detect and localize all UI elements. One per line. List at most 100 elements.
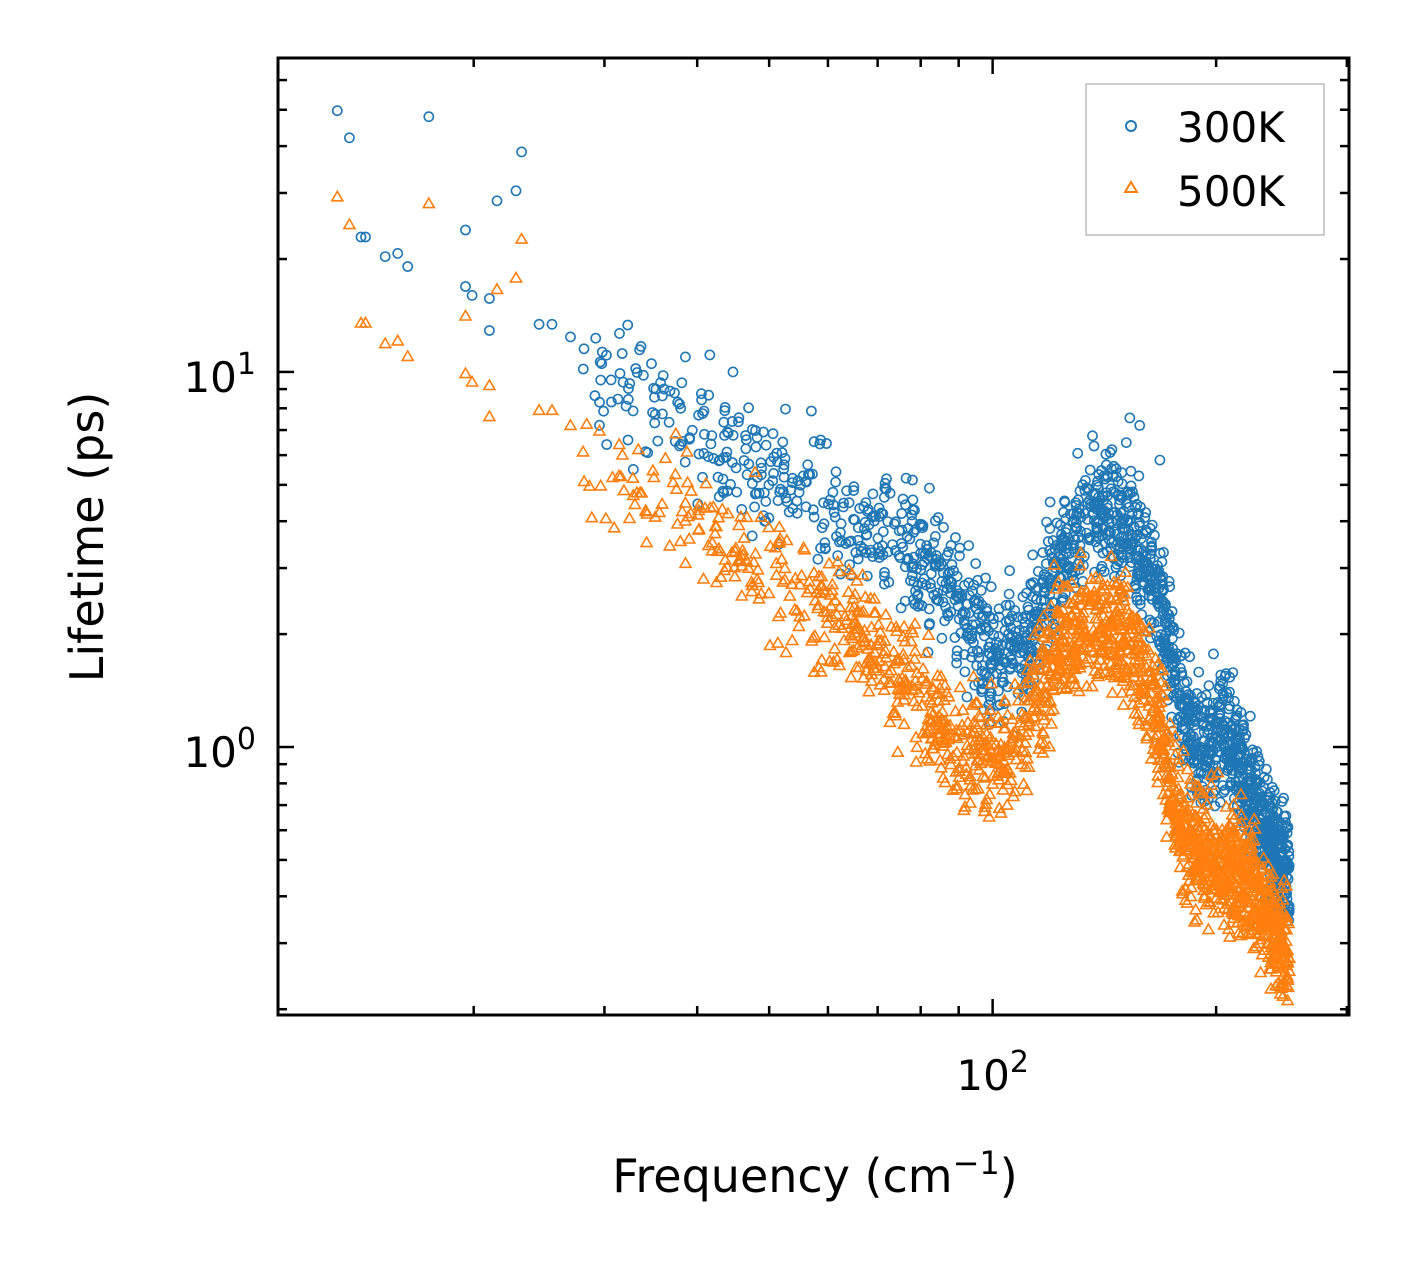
point-300k	[746, 530, 758, 542]
point-300k	[1253, 755, 1265, 767]
point-500k	[886, 644, 901, 657]
point-500k	[1280, 993, 1295, 1006]
point-300k	[887, 539, 898, 550]
point-300k	[977, 610, 989, 621]
point-500k	[1091, 611, 1106, 624]
point-500k	[930, 668, 945, 681]
point-300k	[756, 462, 767, 474]
point-300k	[749, 501, 760, 513]
point-500k	[514, 232, 529, 244]
point-500k	[1207, 860, 1222, 873]
point-300k	[1092, 481, 1104, 493]
point-500k	[774, 552, 789, 565]
point-300k	[355, 231, 367, 243]
point-500k	[662, 538, 677, 551]
point-500k	[867, 591, 882, 604]
point-300k	[971, 660, 983, 671]
point-500k	[1187, 808, 1202, 821]
point-500k	[949, 781, 964, 794]
point-500k	[967, 746, 982, 759]
point-500k	[673, 534, 688, 547]
point-300k	[1151, 630, 1162, 642]
point-300k	[634, 344, 645, 356]
point-500k	[1274, 923, 1288, 936]
point-300k	[1134, 419, 1146, 431]
point-500k	[1055, 672, 1070, 685]
point-500k	[615, 447, 630, 460]
point-500k	[1204, 882, 1219, 895]
point-500k	[696, 571, 711, 584]
point-300k	[1177, 700, 1189, 712]
point-500k	[1211, 765, 1225, 778]
point-500k	[1093, 621, 1108, 634]
point-300k	[1114, 498, 1125, 510]
point-300k	[630, 363, 642, 374]
point-500k	[745, 584, 759, 597]
point-500k	[1281, 916, 1296, 929]
point-300k	[1105, 483, 1117, 495]
point-300k	[1261, 823, 1273, 834]
point-500k	[1033, 654, 1047, 667]
point-500k	[1008, 677, 1022, 690]
point-500k	[1198, 807, 1213, 820]
point-500k	[807, 565, 821, 578]
point-300k	[1243, 755, 1255, 767]
point-500k	[1222, 818, 1237, 831]
point-300k	[1166, 622, 1178, 633]
point-500k	[1280, 978, 1294, 991]
point-500k	[986, 768, 1001, 781]
point-500k	[1151, 738, 1166, 751]
y-tick-label: 100	[183, 722, 256, 777]
point-500k	[956, 703, 970, 716]
point-500k	[1146, 659, 1160, 672]
point-300k	[577, 363, 589, 375]
point-500k	[545, 403, 559, 416]
legend-label-300k: 300K	[1177, 103, 1286, 152]
point-500k	[832, 564, 846, 577]
point-300k	[1145, 548, 1156, 560]
point-300k	[1146, 542, 1157, 553]
point-500k	[1032, 618, 1047, 631]
point-300k	[1019, 617, 1031, 628]
point-300k	[841, 485, 852, 497]
point-300k	[855, 540, 866, 552]
point-300k	[912, 579, 924, 591]
point-500k	[390, 333, 405, 346]
point-300k	[967, 646, 978, 657]
point-500k	[1209, 822, 1224, 835]
point-500k	[639, 535, 654, 548]
point-500k	[1122, 612, 1137, 625]
point-500k	[1129, 618, 1144, 631]
point-300k	[1016, 635, 1028, 647]
point-300k	[970, 558, 982, 569]
point-300k	[923, 603, 935, 615]
point-300k	[1147, 563, 1158, 575]
point-300k	[751, 431, 763, 443]
point-300k	[483, 293, 495, 304]
point-300k	[1133, 470, 1145, 482]
point-300k	[944, 566, 955, 578]
point-300k	[379, 251, 391, 262]
point-500k	[1268, 940, 1283, 953]
point-500k	[1208, 854, 1222, 867]
point-500k	[400, 349, 415, 362]
point-300k	[938, 521, 949, 533]
point-300k	[392, 247, 404, 259]
point-500k	[1192, 786, 1206, 799]
point-500k	[1116, 658, 1131, 671]
point-300k	[861, 529, 873, 540]
point-300k	[1103, 534, 1115, 546]
point-500k	[864, 637, 878, 650]
point-300k	[1208, 648, 1219, 660]
point-500k	[1274, 946, 1288, 959]
point-300k	[1219, 670, 1231, 682]
point-500k	[1266, 930, 1281, 943]
point-300k	[1153, 565, 1165, 576]
point-500k	[1175, 886, 1190, 899]
point-300k	[1134, 517, 1145, 528]
point-300k	[920, 579, 932, 591]
point-500k	[892, 653, 907, 666]
point-300k	[1273, 831, 1285, 843]
point-500k	[978, 800, 992, 813]
point-500k	[957, 803, 971, 816]
